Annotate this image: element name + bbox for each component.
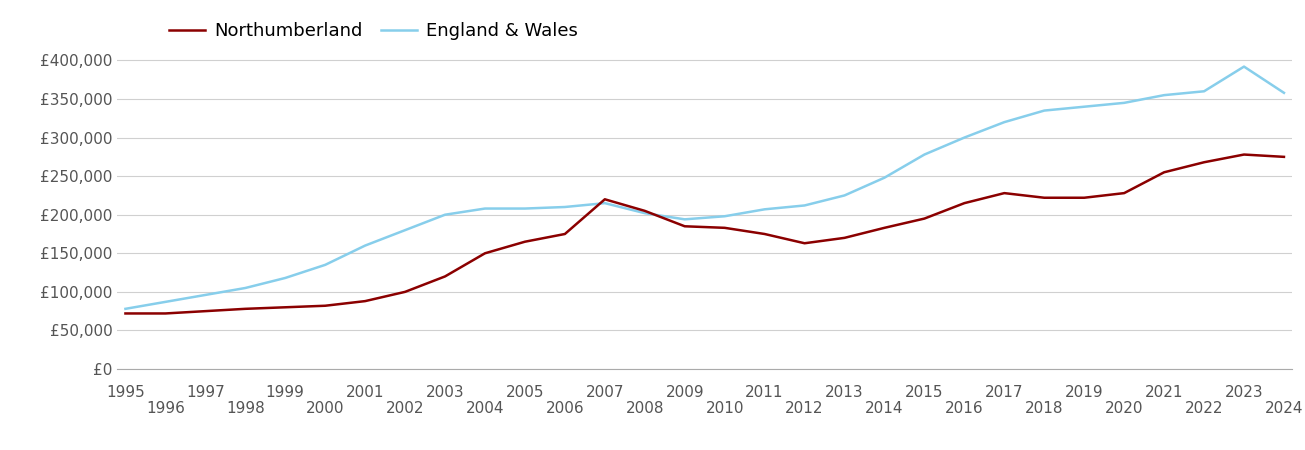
Northumberland [716, 225, 732, 230]
Northumberland [1036, 195, 1052, 200]
England & Wales [1197, 89, 1212, 94]
Text: 2007: 2007 [586, 385, 624, 400]
England & Wales [197, 292, 213, 297]
Text: 2024: 2024 [1265, 401, 1304, 416]
England & Wales [757, 207, 773, 212]
England & Wales [517, 206, 532, 211]
England & Wales [478, 206, 493, 211]
Text: 2000: 2000 [305, 401, 345, 416]
Northumberland [797, 241, 813, 246]
Text: 2013: 2013 [825, 385, 864, 400]
Text: 2021: 2021 [1144, 385, 1184, 400]
England & Wales [877, 175, 893, 180]
Text: 2008: 2008 [625, 401, 664, 416]
Northumberland [397, 289, 412, 295]
Northumberland [478, 251, 493, 256]
England & Wales [238, 285, 253, 291]
England & Wales [1276, 90, 1292, 95]
Text: 1995: 1995 [106, 385, 145, 400]
Northumberland [197, 308, 213, 314]
Northumberland [637, 208, 652, 214]
Northumberland [677, 224, 693, 229]
England & Wales [637, 211, 652, 216]
England & Wales [916, 152, 932, 157]
Text: 2011: 2011 [745, 385, 784, 400]
Text: 2017: 2017 [985, 385, 1023, 400]
Text: 1997: 1997 [187, 385, 224, 400]
Northumberland [1197, 160, 1212, 165]
England & Wales [397, 227, 412, 233]
Northumberland [238, 306, 253, 311]
Text: 2019: 2019 [1065, 385, 1104, 400]
Text: 2004: 2004 [466, 401, 504, 416]
England & Wales [557, 204, 573, 210]
England & Wales [716, 214, 732, 219]
Northumberland [757, 231, 773, 237]
Text: 2015: 2015 [906, 385, 944, 400]
England & Wales [997, 119, 1013, 125]
Northumberland [837, 235, 852, 241]
England & Wales [1036, 108, 1052, 113]
Text: 2010: 2010 [706, 401, 744, 416]
Text: 2020: 2020 [1105, 401, 1143, 416]
England & Wales [158, 299, 174, 305]
England & Wales [117, 306, 133, 311]
England & Wales [317, 262, 333, 268]
Northumberland [877, 225, 893, 230]
England & Wales [1116, 100, 1131, 106]
Text: 2006: 2006 [545, 401, 585, 416]
England & Wales [1077, 104, 1092, 109]
Northumberland [1236, 152, 1251, 157]
Northumberland [916, 216, 932, 221]
Text: 1999: 1999 [266, 385, 304, 400]
Text: 2003: 2003 [425, 385, 465, 400]
Northumberland [437, 274, 453, 279]
Text: 2014: 2014 [865, 401, 904, 416]
Legend: Northumberland, England & Wales: Northumberland, England & Wales [162, 15, 585, 48]
Text: 2018: 2018 [1024, 401, 1064, 416]
England & Wales [1236, 64, 1251, 69]
England & Wales [677, 216, 693, 222]
Northumberland [957, 200, 972, 206]
Northumberland [1077, 195, 1092, 200]
Text: 2016: 2016 [945, 401, 984, 416]
Text: 2005: 2005 [505, 385, 544, 400]
Text: 2009: 2009 [666, 385, 703, 400]
Northumberland [557, 231, 573, 237]
Text: 2012: 2012 [786, 401, 823, 416]
Northumberland [997, 190, 1013, 196]
Text: 2002: 2002 [386, 401, 424, 416]
Northumberland [358, 298, 373, 304]
Northumberland [517, 239, 532, 244]
England & Wales [596, 200, 612, 206]
Northumberland [1276, 154, 1292, 160]
Northumberland [1156, 170, 1172, 175]
England & Wales [358, 243, 373, 248]
England & Wales [837, 193, 852, 198]
England & Wales [278, 275, 294, 281]
Northumberland [1116, 190, 1131, 196]
England & Wales [437, 212, 453, 217]
Text: 2023: 2023 [1224, 385, 1263, 400]
Line: England & Wales: England & Wales [125, 67, 1284, 309]
Text: 1998: 1998 [226, 401, 265, 416]
Text: 2022: 2022 [1185, 401, 1223, 416]
Line: Northumberland: Northumberland [125, 154, 1284, 314]
England & Wales [1156, 92, 1172, 98]
England & Wales [797, 203, 813, 208]
Northumberland [278, 305, 294, 310]
Text: 1996: 1996 [146, 401, 185, 416]
Northumberland [317, 303, 333, 308]
Northumberland [158, 311, 174, 316]
Northumberland [117, 311, 133, 316]
Northumberland [596, 197, 612, 202]
Text: 2001: 2001 [346, 385, 385, 400]
England & Wales [957, 135, 972, 140]
